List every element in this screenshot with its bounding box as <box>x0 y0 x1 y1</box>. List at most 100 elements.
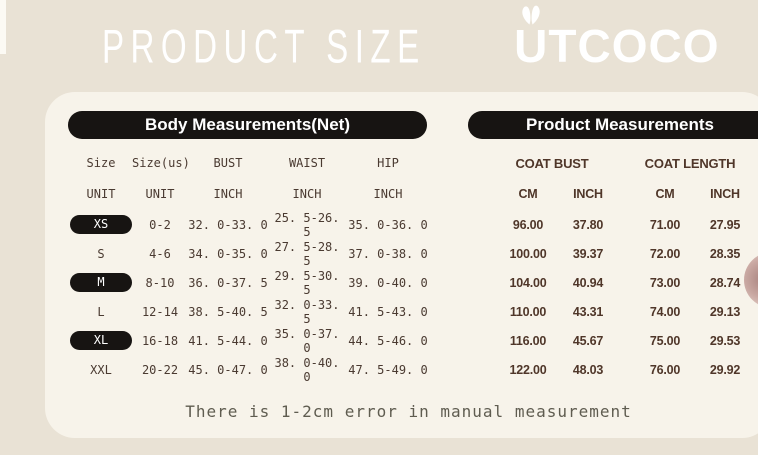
body-units-row: UNIT UNIT INCH INCH INCH <box>70 177 430 210</box>
product-groups-row: COAT BUST COAT LENGTH <box>492 149 750 177</box>
size-cell: M <box>70 273 132 292</box>
size-label: S <box>97 246 105 261</box>
body-unit-label: UNIT <box>86 186 116 201</box>
waist-cell: 38. 0-40. 0 <box>274 355 340 384</box>
us-size-cell: 20-22 <box>141 362 179 377</box>
waist-cell: 32. 0-33. 5 <box>274 297 340 326</box>
product-table-row: 122.00 48.03 76.00 29.92 <box>492 355 750 384</box>
product-unit-label: INCH <box>710 186 740 201</box>
body-column-header: HIP <box>377 156 399 170</box>
product-value-cell: 43.31 <box>572 304 604 319</box>
body-column-header: Size <box>86 156 116 170</box>
hip-cell: 39. 0-40. 0 <box>348 275 428 290</box>
waist-cell: 25. 5-26. 5 <box>274 210 340 239</box>
product-table-row: 110.00 43.31 74.00 29.13 <box>492 297 750 326</box>
body-measurements-table: Size Size(us) BUST WAIST HIP UNIT UNIT INCH INC… <box>70 149 430 384</box>
body-unit-label: INCH <box>213 186 243 201</box>
body-table-header: Body Measurements(Net) <box>68 111 427 139</box>
size-pill: XL <box>70 331 132 350</box>
us-size-cell: 0-2 <box>149 217 171 232</box>
product-table-row: 96.00 37.80 71.00 27.95 <box>492 210 750 239</box>
body-table-row: L 12-14 38. 5-40. 5 32. 0-33. 5 41. 5-43. 0 <box>70 297 430 326</box>
product-table-header: Product Measurements <box>468 111 758 139</box>
hip-cell: 44. 5-46. 0 <box>348 333 428 348</box>
product-value-cell: 96.00 <box>512 217 544 232</box>
hip-cell: 41. 5-43. 0 <box>348 304 428 319</box>
size-label: XXL <box>90 362 112 377</box>
body-unit-label: UNIT <box>145 186 175 201</box>
product-value-cell: 28.35 <box>709 246 741 261</box>
bust-cell: 34. 0-35. 0 <box>188 246 268 261</box>
body-table-row: M 8-10 36. 0-37. 5 29. 5-30. 5 39. 0-40. 0 <box>70 268 430 297</box>
product-value-cell: 104.00 <box>509 275 547 290</box>
body-table-row: XS 0-2 32. 0-33. 0 25. 5-26. 5 35. 0-36. 0 <box>70 210 430 239</box>
waist-cell: 35. 0-37. 0 <box>274 326 340 355</box>
body-column-header: WAIST <box>288 156 326 170</box>
brand-text: UTCOCO <box>514 20 720 72</box>
product-value-cell: 48.03 <box>572 362 604 377</box>
bust-cell: 36. 0-37. 5 <box>188 275 268 290</box>
size-pill: XS <box>70 215 132 234</box>
body-table-row: XXL 20-22 45. 0-47. 0 38. 0-40. 0 47. 5-49. … <box>70 355 430 384</box>
product-value-cell: 39.37 <box>572 246 604 261</box>
body-rows: XS 0-2 32. 0-33. 0 25. 5-26. 5 35. 0-36. 0 S 4… <box>70 210 430 384</box>
hip-cell: 37. 0-38. 0 <box>348 246 428 261</box>
us-size-cell: 4-6 <box>149 246 171 261</box>
body-column-header: BUST <box>213 156 243 170</box>
product-measurements-table: COAT BUST COAT LENGTH CM INCH CM INCH 96.00 3… <box>492 149 750 384</box>
page-title: PRODUCT SIZE <box>101 19 426 73</box>
product-unit-label: CM <box>655 186 675 201</box>
product-table-row: 100.00 39.37 72.00 28.35 <box>492 239 750 268</box>
page-header: PRODUCT SIZE UTCOCO <box>0 0 758 92</box>
product-value-cell: 71.00 <box>649 217 681 232</box>
bust-cell: 45. 0-47. 0 <box>188 362 268 377</box>
size-cell: XL <box>70 331 132 350</box>
body-table-row: S 4-6 34. 0-35. 0 27. 5-28. 5 37. 0-38. 0 <box>70 239 430 268</box>
waist-cell: 29. 5-30. 5 <box>274 268 340 297</box>
product-rows: 96.00 37.80 71.00 27.95 100.00 39.37 72.00 28.3… <box>492 210 750 384</box>
brand-logo: UTCOCO <box>514 5 720 73</box>
product-value-cell: 72.00 <box>649 246 681 261</box>
product-unit-label: INCH <box>573 186 603 201</box>
product-value-cell: 122.00 <box>509 362 547 377</box>
product-value-cell: 29.53 <box>709 333 741 348</box>
body-column-header: Size(us) <box>132 156 190 170</box>
product-value-cell: 29.92 <box>709 362 741 377</box>
body-columns-row: Size Size(us) BUST WAIST HIP <box>70 149 430 177</box>
product-group-header: COAT BUST <box>515 155 589 171</box>
product-unit-label: CM <box>518 186 538 201</box>
product-units-row: CM INCH CM INCH <box>492 177 750 210</box>
bust-cell: 38. 5-40. 5 <box>188 304 268 319</box>
bust-cell: 32. 0-33. 0 <box>188 217 268 232</box>
bust-cell: 41. 5-44. 0 <box>188 333 268 348</box>
size-cell: S <box>70 247 132 261</box>
hip-cell: 47. 5-49. 0 <box>348 362 428 377</box>
product-value-cell: 40.94 <box>572 275 604 290</box>
product-value-cell: 76.00 <box>649 362 681 377</box>
product-thumbnail-cropped <box>744 252 758 308</box>
us-size-cell: 12-14 <box>141 304 179 319</box>
us-size-cell: 16-18 <box>141 333 179 348</box>
size-cell: L <box>70 305 132 319</box>
product-value-cell: 37.80 <box>572 217 604 232</box>
hip-cell: 35. 0-36. 0 <box>348 217 428 232</box>
measurement-note: There is 1-2cm error in manual measureme… <box>185 402 632 421</box>
measurements-panel: Body Measurements(Net) Product Measureme… <box>45 92 758 438</box>
waist-cell: 27. 5-28. 5 <box>274 239 340 268</box>
product-table-row: 104.00 40.94 73.00 28.74 <box>492 268 750 297</box>
size-label: L <box>97 304 105 319</box>
product-group-header: COAT LENGTH <box>644 155 736 171</box>
product-value-cell: 45.67 <box>572 333 604 348</box>
size-pill: M <box>70 273 132 292</box>
product-value-cell: 28.74 <box>709 275 741 290</box>
product-value-cell: 75.00 <box>649 333 681 348</box>
body-unit-label: INCH <box>373 186 403 201</box>
product-value-cell: 29.13 <box>709 304 741 319</box>
product-value-cell: 74.00 <box>649 304 681 319</box>
product-value-cell: 27.95 <box>709 217 741 232</box>
body-unit-label: INCH <box>292 186 322 201</box>
corner-strip <box>0 0 6 54</box>
product-value-cell: 100.00 <box>509 246 547 261</box>
size-cell: XS <box>70 215 132 234</box>
